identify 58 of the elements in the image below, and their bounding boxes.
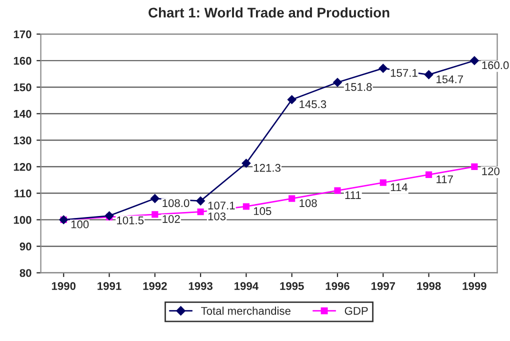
x-tick-label: 1999 — [462, 282, 486, 290]
y-tick-label: 170 — [14, 30, 32, 38]
point — [378, 64, 388, 73]
data-label: 117 — [436, 175, 453, 184]
data-label: 103 — [208, 212, 226, 220]
y-tick-label: 90 — [20, 242, 32, 250]
point — [333, 78, 342, 87]
point — [288, 195, 296, 202]
data-label: 121.3 — [254, 164, 280, 172]
data-label: 108.0 — [162, 199, 190, 208]
point — [152, 211, 158, 218]
x-tick-label: 1991 — [98, 282, 122, 290]
point — [287, 95, 296, 104]
point — [424, 70, 434, 80]
data-label: 151.8 — [345, 83, 372, 91]
chart-title: Chart 1: World Trade and Production — [148, 7, 390, 18]
data-label: 145.3 — [300, 100, 326, 108]
data-label: 111 — [345, 191, 361, 200]
y-tick-label: 100 — [14, 216, 32, 224]
y-tick-label: 110 — [14, 190, 32, 198]
x-tick-label: 1995 — [280, 282, 304, 290]
x-tick-label: 1990 — [52, 282, 76, 290]
point — [196, 196, 206, 206]
legend-label: GDP — [344, 306, 368, 315]
y-tick-label: 120 — [14, 162, 32, 171]
point — [197, 208, 204, 216]
data-label: 105 — [254, 207, 272, 216]
x-tick-label: 1996 — [326, 282, 350, 290]
x-tick-label: 1992 — [143, 282, 167, 290]
point — [242, 158, 251, 168]
data-label: 160.0 — [482, 61, 509, 70]
data-label: 107.1 — [208, 202, 235, 210]
data-label: 154.7 — [436, 75, 463, 84]
point — [150, 194, 160, 203]
y-tick-label: 130 — [14, 136, 32, 144]
point — [425, 171, 432, 178]
point — [380, 179, 386, 186]
data-label: 101.5 — [117, 216, 144, 224]
data-label: 108 — [300, 199, 317, 208]
data-label: 102 — [162, 215, 180, 223]
point — [334, 187, 341, 194]
point — [471, 163, 478, 170]
y-tick-label: 80 — [20, 269, 32, 277]
x-tick-label: 1994 — [234, 282, 259, 290]
data-label: 120 — [482, 167, 500, 176]
y-tick-label: 160 — [14, 56, 32, 65]
data-label: 157.1 — [390, 69, 418, 77]
point — [104, 211, 114, 220]
x-tick-label: 1998 — [417, 282, 441, 290]
point — [470, 56, 479, 66]
data-label: 100 — [71, 220, 89, 228]
y-tick-label: 140 — [14, 110, 32, 118]
data-label: 114 — [390, 183, 408, 192]
x-tick-label: 1997 — [371, 282, 396, 290]
x-tick-label: 1993 — [188, 282, 213, 290]
legend-label: Total merchandise — [201, 306, 290, 315]
point — [242, 203, 250, 210]
y-tick-label: 150 — [14, 83, 32, 92]
